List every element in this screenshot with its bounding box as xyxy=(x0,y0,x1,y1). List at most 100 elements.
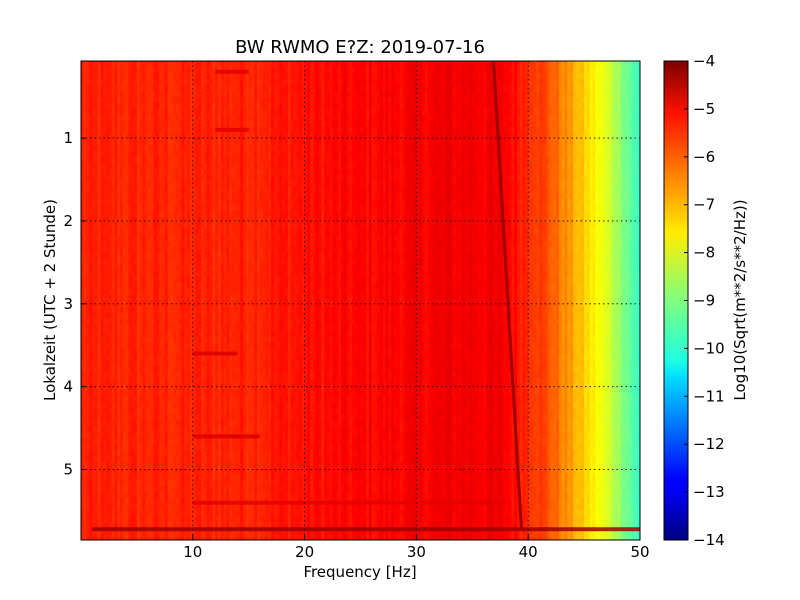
heatmap-cell xyxy=(525,66,529,74)
heatmap-cell xyxy=(539,96,543,104)
heatmap-cell xyxy=(106,150,110,158)
heatmap-cell xyxy=(377,192,381,200)
heatmap-cell xyxy=(343,108,348,116)
heatmap-cell xyxy=(623,120,627,128)
heatmap-cell xyxy=(366,132,370,140)
heatmap-cell xyxy=(354,174,359,182)
heatmap-cell xyxy=(184,66,188,74)
heatmap-cell xyxy=(203,61,208,68)
heatmap-cell xyxy=(368,120,373,128)
heatmap-cell xyxy=(391,61,395,68)
heatmap-cell xyxy=(592,174,596,182)
heatmap-cell xyxy=(410,108,415,116)
heatmap-cell xyxy=(125,204,130,212)
heatmap-cell xyxy=(399,174,404,182)
heatmap-cell xyxy=(257,78,261,86)
heatmap-cell xyxy=(114,114,118,122)
heatmap-cell xyxy=(533,114,538,122)
heatmap-cell xyxy=(424,61,429,68)
heatmap-cell xyxy=(229,108,233,116)
heatmap-cell xyxy=(449,108,454,116)
heatmap-cell xyxy=(544,72,549,80)
heatmap-cell xyxy=(542,102,546,110)
heatmap-cell xyxy=(145,78,149,86)
heatmap-cell xyxy=(122,96,127,104)
heatmap-cell xyxy=(458,102,462,110)
heatmap-cell xyxy=(438,204,443,212)
heatmap-cell xyxy=(257,174,261,182)
heatmap-cell xyxy=(248,180,253,188)
heatmap-cell xyxy=(455,66,459,74)
heatmap-cell xyxy=(251,150,255,158)
heatmap-cell xyxy=(357,138,362,146)
heatmap-cell xyxy=(111,78,116,86)
heatmap-cell xyxy=(318,126,322,134)
heatmap-cell xyxy=(455,162,459,170)
heatmap-cell xyxy=(494,144,499,152)
heatmap-cell xyxy=(223,61,227,68)
heatmap-cell xyxy=(187,132,191,140)
heatmap-cell xyxy=(606,168,610,176)
heatmap-cell xyxy=(416,150,420,158)
heatmap-cell xyxy=(539,168,543,176)
heatmap-cell xyxy=(243,204,247,212)
heatmap-cell xyxy=(170,132,174,140)
heatmap-cell xyxy=(570,174,574,182)
heatmap-cell xyxy=(525,204,529,212)
heatmap-cell xyxy=(430,114,434,122)
heatmap-cell xyxy=(226,204,230,212)
heatmap-cell xyxy=(525,144,529,152)
heatmap-cell xyxy=(162,61,166,68)
heatmap-cell xyxy=(519,204,524,212)
heatmap-cell xyxy=(441,144,445,152)
heatmap-cell xyxy=(190,120,194,128)
heatmap-cell xyxy=(285,138,289,146)
heatmap-cell xyxy=(167,120,172,128)
heatmap-cell xyxy=(461,102,465,110)
heatmap-cell xyxy=(159,186,163,194)
heatmap-cell xyxy=(170,168,174,176)
heatmap-cell xyxy=(187,192,191,200)
heatmap-cell xyxy=(299,78,303,86)
heatmap-cell xyxy=(352,102,356,110)
heatmap-cell xyxy=(598,102,602,110)
heatmap-cell xyxy=(424,180,429,188)
heatmap-cell xyxy=(231,108,236,116)
heatmap-cell xyxy=(209,72,213,80)
heatmap-cell xyxy=(106,186,110,194)
heatmap-cell xyxy=(405,192,409,200)
heatmap-cell xyxy=(282,168,286,176)
heatmap-cell xyxy=(321,66,325,74)
heatmap-cell xyxy=(173,61,177,68)
heatmap-cell xyxy=(287,96,292,104)
heatmap-cell xyxy=(354,90,359,98)
heatmap-cell xyxy=(92,138,96,146)
heatmap-cell xyxy=(349,204,353,212)
heatmap-cell xyxy=(617,114,622,122)
heatmap-cell xyxy=(500,162,504,170)
heatmap-cell xyxy=(405,90,409,98)
heatmap-cell xyxy=(195,138,199,146)
heatmap-cell xyxy=(178,84,183,92)
heatmap-cell xyxy=(234,168,239,176)
heatmap-cell xyxy=(164,144,169,152)
heatmap-cell xyxy=(148,96,152,104)
heatmap-cell xyxy=(131,138,135,146)
heatmap-cell xyxy=(89,72,93,80)
heatmap-cell xyxy=(556,180,560,188)
heatmap-cell xyxy=(234,102,239,110)
heatmap-cell xyxy=(187,96,191,104)
heatmap-cell xyxy=(533,126,538,134)
heatmap-cell xyxy=(438,144,443,152)
heatmap-cell xyxy=(533,192,538,200)
heatmap-cell xyxy=(419,132,423,140)
heatmap-cell xyxy=(469,66,473,74)
heatmap-cell xyxy=(192,162,197,170)
heatmap-cell xyxy=(371,72,376,80)
heatmap-cell xyxy=(265,120,269,128)
heatmap-cell xyxy=(424,144,429,152)
heatmap-cell xyxy=(217,108,222,116)
heatmap-cell xyxy=(609,102,613,110)
heatmap-cell xyxy=(315,180,320,188)
heatmap-cell xyxy=(514,61,518,68)
